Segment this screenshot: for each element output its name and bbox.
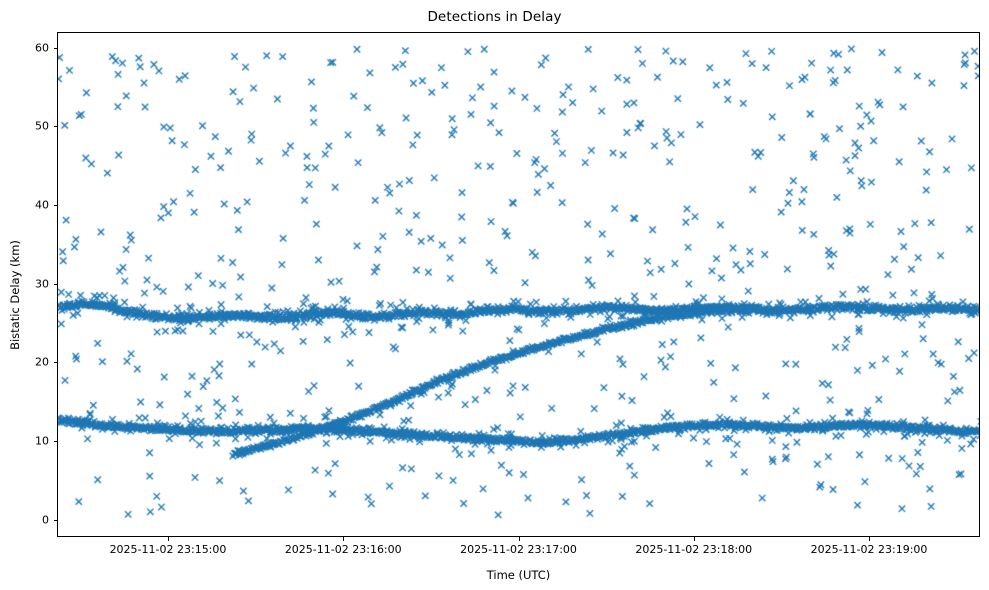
chart-title: Detections in Delay: [427, 9, 562, 25]
y-tick-label: 60: [35, 41, 49, 55]
y-tick-mark: [53, 205, 57, 207]
y-tick-mark: [53, 126, 57, 128]
y-tick-label: 30: [35, 277, 49, 291]
x-tick-mark: [343, 537, 345, 541]
x-tick-mark: [167, 537, 170, 541]
y-tick-label: 40: [35, 198, 49, 212]
x-tick-label: 2025-11-02 23:16:00: [284, 543, 402, 556]
y-tick-mark: [53, 283, 57, 285]
y-tick-mark: [53, 441, 57, 443]
y-tick-label: 10: [35, 434, 49, 448]
plot-area: [57, 32, 980, 537]
y-tick-mark: [53, 47, 57, 49]
x-tick-label: 2025-11-02 23:18:00: [635, 543, 753, 556]
x-tick-label: 2025-11-02 23:17:00: [460, 543, 577, 556]
y-tick-mark: [53, 519, 57, 521]
x-tick-label: 2025-11-02 23:19:00: [810, 543, 928, 556]
x-axis-label: Time (UTC): [486, 568, 551, 582]
y-tick-label: 50: [35, 119, 49, 133]
y-tick-mark: [53, 362, 57, 364]
y-tick-label: 20: [35, 355, 49, 369]
x-tick-label: 2025-11-02 23:15:00: [109, 543, 227, 556]
x-tick-mark: [693, 537, 695, 541]
scatter-plot-canvas: [58, 33, 979, 536]
x-tick-mark: [869, 537, 871, 541]
y-tick-label: 0: [42, 513, 49, 527]
x-tick-mark: [518, 537, 520, 541]
